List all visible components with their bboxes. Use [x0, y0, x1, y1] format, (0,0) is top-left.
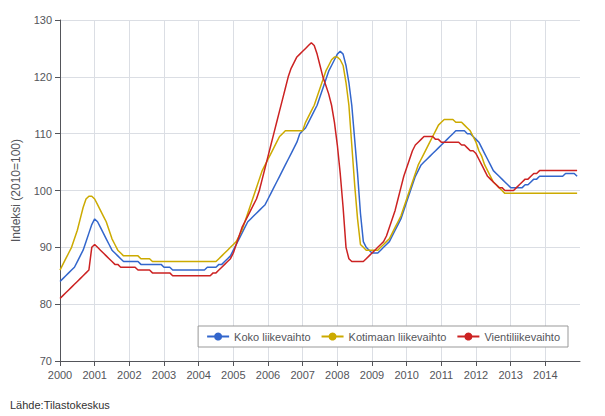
- svg-text:2007: 2007: [290, 369, 314, 381]
- svg-text:2006: 2006: [256, 369, 280, 381]
- svg-text:2004: 2004: [186, 369, 210, 381]
- svg-text:Vientiliikevaihto: Vientiliikevaihto: [484, 331, 560, 343]
- svg-text:2010: 2010: [394, 369, 418, 381]
- svg-text:2014: 2014: [533, 369, 557, 381]
- svg-text:2008: 2008: [325, 369, 349, 381]
- svg-text:120: 120: [34, 71, 52, 83]
- svg-text:90: 90: [40, 241, 52, 253]
- svg-text:2005: 2005: [221, 369, 245, 381]
- svg-text:110: 110: [34, 128, 52, 140]
- svg-text:Lähde:Tilastokeskus: Lähde:Tilastokeskus: [10, 399, 110, 411]
- svg-text:Kotimaan liikevaihto: Kotimaan liikevaihto: [349, 331, 447, 343]
- svg-text:Indeksi (2010=100): Indeksi (2010=100): [9, 139, 23, 242]
- svg-text:130: 130: [34, 14, 52, 26]
- svg-text:2011: 2011: [430, 369, 454, 381]
- svg-text:Koko liikevaihto: Koko liikevaihto: [234, 331, 310, 343]
- svg-text:2003: 2003: [152, 369, 176, 381]
- svg-text:2002: 2002: [117, 369, 141, 381]
- svg-text:2001: 2001: [82, 369, 106, 381]
- svg-text:2009: 2009: [360, 369, 384, 381]
- svg-text:2013: 2013: [498, 369, 522, 381]
- svg-text:2012: 2012: [464, 369, 488, 381]
- svg-text:70: 70: [40, 355, 52, 367]
- svg-text:100: 100: [34, 185, 52, 197]
- svg-text:80: 80: [40, 298, 52, 310]
- svg-text:2000: 2000: [48, 369, 72, 381]
